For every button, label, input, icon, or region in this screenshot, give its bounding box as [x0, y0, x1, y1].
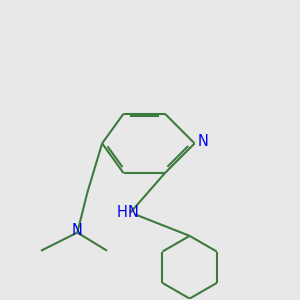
Text: H: H: [116, 205, 128, 220]
Text: N: N: [197, 134, 208, 149]
Text: N: N: [128, 205, 139, 220]
Text: N: N: [72, 224, 83, 238]
